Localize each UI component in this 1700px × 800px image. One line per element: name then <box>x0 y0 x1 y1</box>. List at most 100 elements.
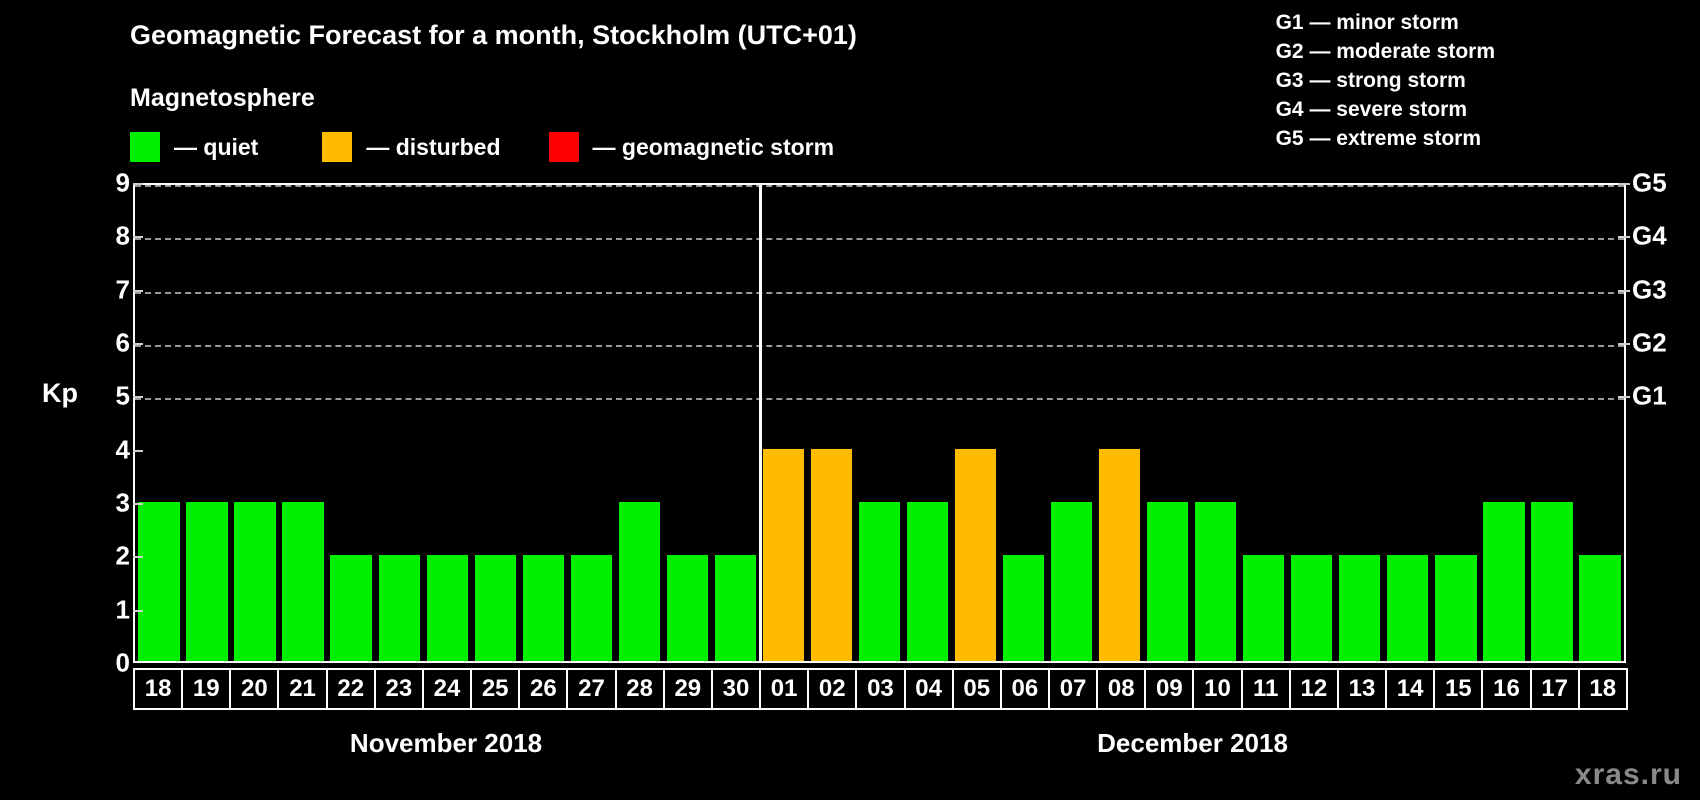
bar-slot <box>1576 185 1624 661</box>
date-cell-26[interactable]: 26 <box>518 668 569 710</box>
date-cell-14[interactable]: 14 <box>1385 668 1436 710</box>
plot-area <box>133 183 1626 663</box>
bar-10 <box>1195 502 1237 661</box>
y-tick-mark-8 <box>133 236 143 239</box>
date-cell-16[interactable]: 16 <box>1481 668 1532 710</box>
bar-18 <box>138 502 180 661</box>
date-cell-06[interactable]: 06 <box>999 668 1050 710</box>
y-tick-mark-1 <box>133 609 143 612</box>
legend-item-quiet: — quiet <box>130 130 258 164</box>
date-cell-18[interactable]: 18 <box>133 668 184 710</box>
date-cell-12[interactable]: 12 <box>1288 668 1339 710</box>
gridline-kp-6 <box>135 345 1624 347</box>
y-axis-ticks: 9 8 7 6 5 4 3 2 1 0 <box>60 168 130 678</box>
y-tick-mark-4 <box>133 449 143 452</box>
bar-26 <box>522 555 564 661</box>
date-cell-20[interactable]: 20 <box>229 668 280 710</box>
date-cell-23[interactable]: 23 <box>373 668 424 710</box>
bar-11 <box>1243 555 1285 661</box>
watermark: xras.ru <box>1574 758 1682 791</box>
month-separator <box>759 185 763 661</box>
y-tick-mark-5 <box>133 396 143 399</box>
g-scale-row-3: G3 — strong storm <box>1275 69 1466 92</box>
y-tick-2: 2 <box>115 540 130 571</box>
date-cell-09[interactable]: 09 <box>1144 668 1195 710</box>
bar-06 <box>1002 555 1045 661</box>
bar-21 <box>282 502 324 661</box>
date-cell-04[interactable]: 04 <box>903 668 954 710</box>
bar-09 <box>1147 502 1189 661</box>
bar-16 <box>1483 502 1525 661</box>
y-tick-6: 6 <box>115 327 130 358</box>
bar-22 <box>330 555 372 661</box>
date-cell-03[interactable]: 03 <box>855 668 906 710</box>
bar-15 <box>1435 555 1477 661</box>
bar-slot <box>375 185 423 661</box>
date-cell-08[interactable]: 08 <box>1096 668 1147 710</box>
bar-28 <box>618 502 660 661</box>
bar-slot <box>952 185 1000 661</box>
legend-swatch-quiet <box>130 132 160 162</box>
g-scale-row-2: G2 — moderate storm <box>1275 40 1495 63</box>
y-tick-5: 5 <box>115 380 130 411</box>
g-scale-row-1: G1 — minor storm <box>1275 11 1459 34</box>
page-title: Geomagnetic Forecast for a month, Stockh… <box>130 20 857 50</box>
date-cell-29[interactable]: 29 <box>662 668 713 710</box>
bar-12 <box>1291 555 1333 661</box>
y-axis-label: Kp <box>42 378 78 408</box>
bar-20 <box>234 502 276 661</box>
y-tick-mark-7 <box>133 289 143 292</box>
chart-subtitle: Magnetosphere <box>130 84 315 112</box>
y-tick-mark-2 <box>133 556 143 559</box>
date-cell-02[interactable]: 02 <box>807 668 858 710</box>
bar-slot <box>807 185 855 661</box>
bar-slot <box>1192 185 1240 661</box>
date-cell-18[interactable]: 18 <box>1577 668 1628 710</box>
gridline-kp-5 <box>135 398 1624 401</box>
date-cell-05[interactable]: 05 <box>951 668 1002 710</box>
g-tick-mark-G4 <box>1618 236 1630 239</box>
date-cell-19[interactable]: 19 <box>181 668 232 710</box>
bar-slot <box>1096 185 1144 661</box>
date-cell-22[interactable]: 22 <box>325 668 376 710</box>
bar-13 <box>1339 555 1381 661</box>
g-tick-mark-G3 <box>1618 289 1630 292</box>
bar-01 <box>762 449 805 661</box>
date-cell-21[interactable]: 21 <box>277 668 328 710</box>
bar-slot <box>855 185 903 661</box>
date-cell-28[interactable]: 28 <box>614 668 665 710</box>
bar-slot <box>183 185 231 661</box>
g-tick-G5: G5 <box>1632 167 1667 198</box>
y-tick-8: 8 <box>115 220 130 251</box>
bar-slot <box>1336 185 1384 661</box>
date-cell-17[interactable]: 17 <box>1529 668 1580 710</box>
bar-19 <box>186 502 228 661</box>
bar-slot <box>711 185 759 661</box>
bar-03 <box>858 502 901 661</box>
date-cell-30[interactable]: 30 <box>710 668 762 710</box>
date-cell-07[interactable]: 07 <box>1047 668 1099 710</box>
bar-slot <box>1480 185 1528 661</box>
legend: — quiet — disturbed — geomagnetic storm <box>130 130 834 164</box>
date-cell-13[interactable]: 13 <box>1336 668 1388 710</box>
g-scale-row-5: G5 — extreme storm <box>1275 127 1482 150</box>
date-cell-25[interactable]: 25 <box>470 668 521 710</box>
legend-label-disturbed: — disturbed <box>366 133 501 160</box>
date-cell-24[interactable]: 24 <box>421 668 473 710</box>
date-cell-10[interactable]: 10 <box>1192 668 1243 710</box>
bar-slot <box>759 185 807 661</box>
gridline-kp-7 <box>135 291 1624 294</box>
bar-series <box>135 185 1624 661</box>
g-tick-G3: G3 <box>1632 274 1667 305</box>
date-cell-01[interactable]: 01 <box>759 668 810 710</box>
bar-29 <box>666 555 708 661</box>
bar-05 <box>954 449 997 661</box>
bar-slot <box>1384 185 1432 661</box>
bar-slot <box>423 185 471 661</box>
date-cell-15[interactable]: 15 <box>1433 668 1484 710</box>
date-cell-11[interactable]: 11 <box>1240 668 1291 710</box>
y-tick-3: 3 <box>115 487 130 518</box>
date-cell-27[interactable]: 27 <box>566 668 617 710</box>
bar-slot <box>1528 185 1576 661</box>
